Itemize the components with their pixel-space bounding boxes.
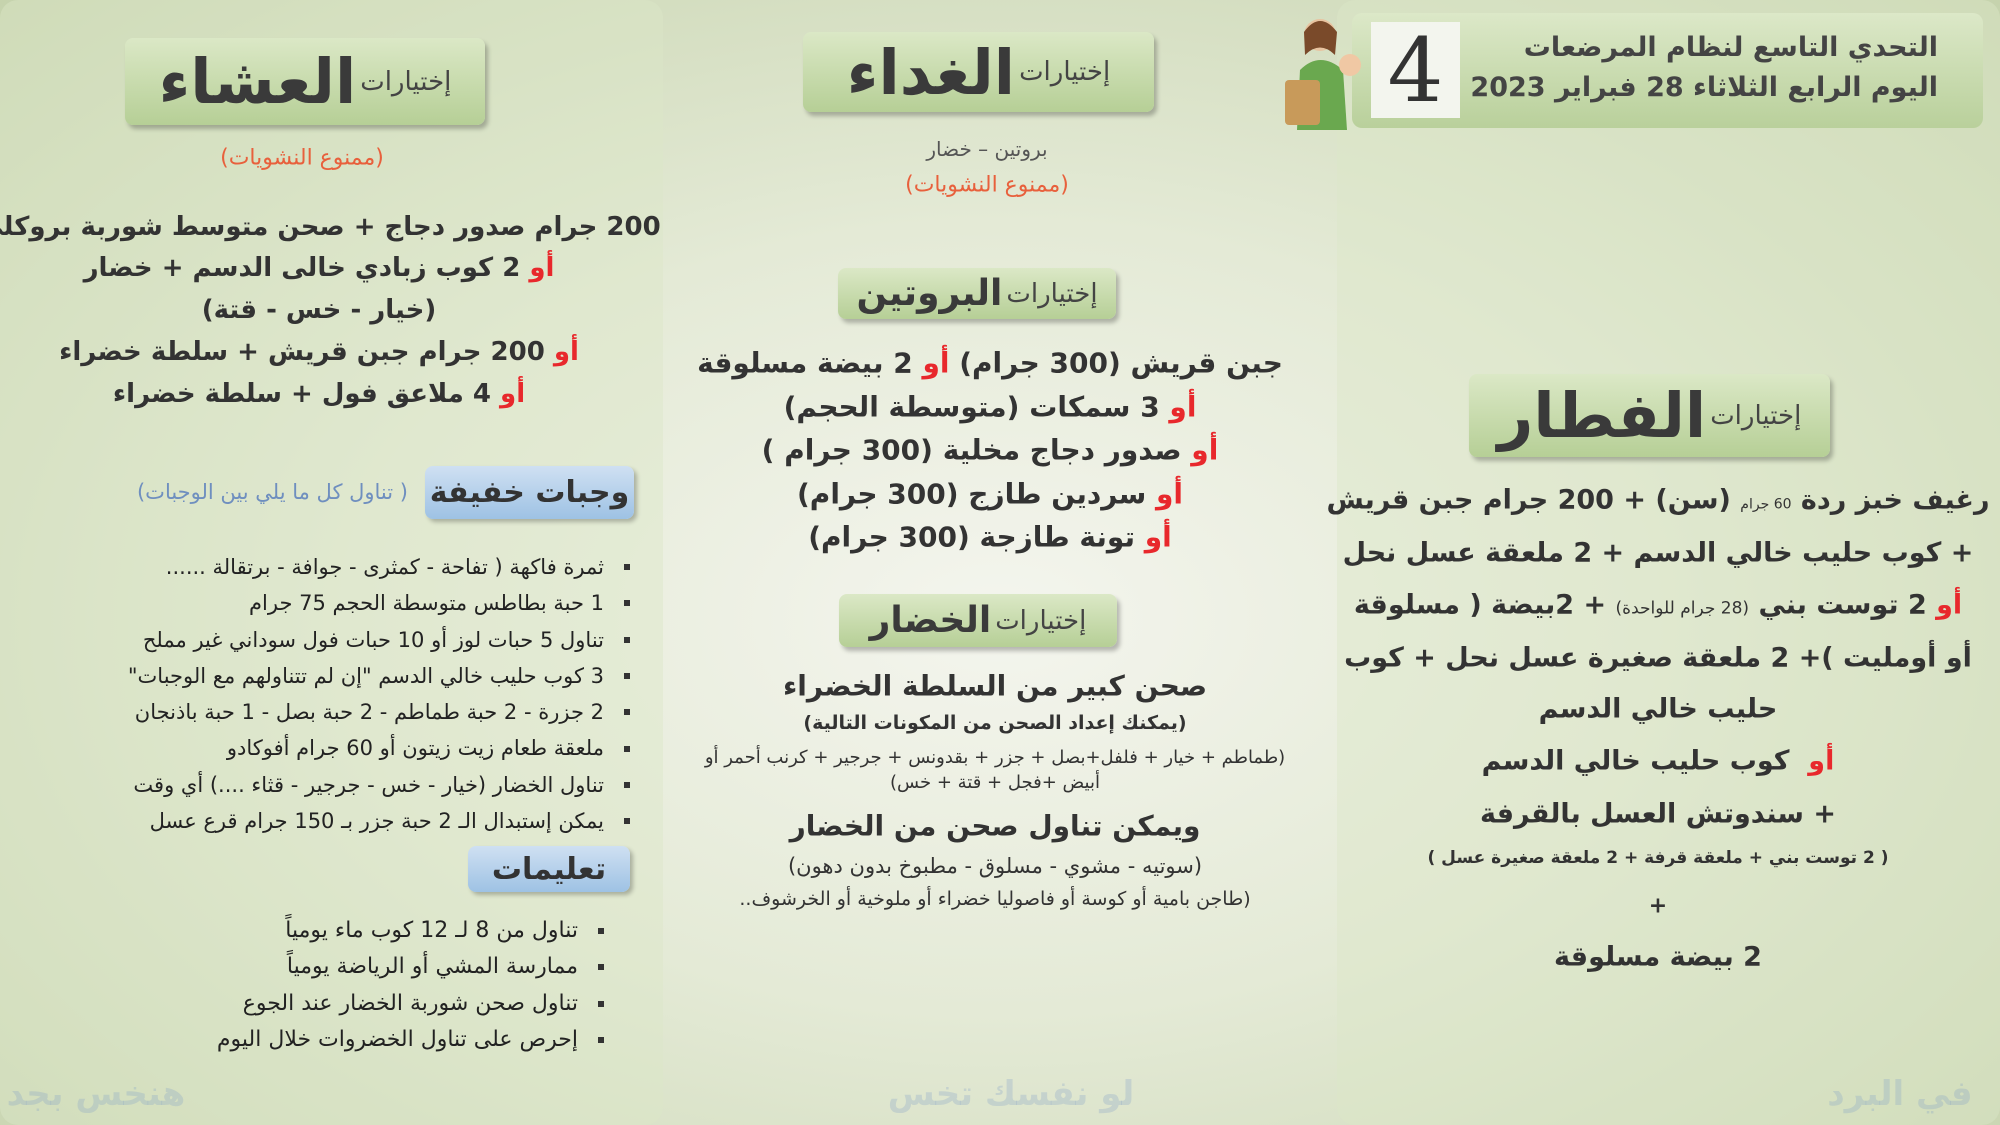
- note: 60 جرام: [1740, 496, 1792, 513]
- menu-line: 2 بيضة مسلوقة: [1554, 941, 1762, 973]
- dinner-title: إختيارات العشاء: [125, 38, 485, 125]
- or: أو: [1936, 589, 1963, 621]
- or: أو: [1191, 433, 1219, 467]
- mother-icon: [1285, 19, 1361, 130]
- menu-line: أو صدور دجاج مخلية (300 جرام ): [762, 434, 1219, 467]
- title-big: الخضار: [869, 600, 992, 641]
- text: 2 توست بني: [1758, 589, 1927, 621]
- text: رغيف خبز ردة: [1800, 484, 1990, 516]
- or: أو: [529, 253, 555, 283]
- list-item: تناول 5 حبات لوز أو 10 حبات فول سوداني غ…: [128, 622, 604, 658]
- watermark: هنخس بجد: [6, 1074, 186, 1114]
- subtitle: بروتين – خضار: [926, 137, 1048, 161]
- menu-line: جبن قريش (300 جرام) أو 2 بيضة مسلوقة: [697, 347, 1283, 380]
- text: 4 ملاعق فول + سلطة خضراء: [112, 379, 491, 409]
- list-item: 1 حبة بطاطس متوسطة الحجم 75 جرام: [128, 585, 604, 621]
- list-item: ثمرة فاكهة ( تفاحة - كمثرى - جوافة - برت…: [128, 549, 604, 585]
- list-item: تناول صحن شوربة الخضار عند الجوع: [217, 986, 578, 1022]
- list-item: يمكن إستبدال الـ 2 حبة جزر بـ 150 جرام ق…: [128, 803, 604, 839]
- or: أو: [553, 337, 579, 367]
- text: 2 كوب زبادي خالى الدسم + خضار: [83, 253, 521, 283]
- menu-line: (طاجن بامية أو كوسة أو فاصوليا خضراء أو …: [739, 888, 1251, 910]
- or: أو: [1169, 390, 1197, 424]
- menu-line: (خيار - خس - قتة): [201, 295, 437, 325]
- text: صدور دجاج مخلية (300 جرام ): [761, 433, 1182, 467]
- or: أو: [922, 346, 950, 380]
- list-item: تناول من 8 لـ 12 كوب ماء يومياً: [217, 913, 578, 949]
- menu-line: + سندوتش العسل بالقرفة: [1480, 798, 1836, 830]
- list-item: ملعقة طعام زيت زيتون أو 60 جرام أفوكادو: [128, 730, 604, 766]
- title-small: إختيارات: [360, 66, 452, 97]
- menu-line: ( 2 توست بني + ملعقة قرفة + 2 ملعقة صغير…: [1427, 848, 1889, 868]
- menu-line: أو 2 توست بني (28 جرام للواحدة) + 2بيضة …: [1354, 590, 1962, 621]
- snacks-title: وجبات خفيفة: [425, 466, 634, 519]
- or: أو: [1155, 477, 1183, 511]
- menu-line: أو سردين طازج (300 جرام): [797, 478, 1183, 511]
- menu-line: صحن كبير من السلطة الخضراء: [782, 669, 1208, 703]
- title-big: الغداء: [846, 35, 1016, 109]
- or: أو: [1144, 520, 1172, 554]
- title-small: إختيارات: [995, 605, 1087, 636]
- snacks-note: ( تناول كل ما يلي بين الوجبات): [136, 480, 408, 504]
- warning: (ممنوع النشويات): [220, 145, 384, 171]
- menu-line: أو كوب حليب خالي الدسم: [1482, 746, 1835, 777]
- header-line: التحدي التاسع لنظام المرضعات: [1523, 32, 1938, 63]
- menu-line: أو أومليت )+ 2 ملعقة صغيرة عسل نحل + كوب: [1344, 642, 1972, 674]
- menu-line: أو 4 ملاعق فول + سلطة خضراء: [113, 379, 525, 409]
- vegetables-title: إختيارات الخضار: [839, 594, 1117, 647]
- text: (سن) + 200 جرام جبن قريش: [1326, 484, 1731, 516]
- lunch-title: إختيارات الغداء: [803, 32, 1154, 112]
- menu-line: أو 3 سمكات (متوسطة الحجم): [784, 391, 1197, 424]
- title-small: إختيارات: [1006, 278, 1098, 309]
- text: + 2بيضة ( مسلوقة: [1353, 589, 1607, 621]
- list-item: إحرص على تناول الخضروات خلال اليوم: [217, 1022, 578, 1058]
- menu-line: 200 جرام صدور دجاج + صحن متوسط شوربة برو…: [0, 212, 661, 242]
- menu-line: (سوتيه - مشوي - مسلوق - مطبوخ بدون دهون): [787, 854, 1203, 878]
- title-big: الفطار: [1497, 379, 1707, 452]
- instructions-list: تناول من 8 لـ 12 كوب ماء يومياً ممارسة ال…: [217, 913, 608, 1058]
- menu-line: رغيف خبز ردة 60 جرام (سن) + 200 جرام جبن…: [1327, 485, 1990, 516]
- watermark: في البرد: [1827, 1074, 1973, 1114]
- text: 200 جرام جبن قريش + سلطة خضراء: [59, 337, 545, 367]
- watermark: لو نفسك تخس: [887, 1074, 1135, 1114]
- breakfast-title: إختيارات الفطار: [1469, 374, 1830, 457]
- snacks-list: ثمرة فاكهة ( تفاحة - كمثرى - جوافة - برت…: [128, 549, 634, 839]
- menu-line: أو تونة طازجة (300 جرام): [808, 521, 1172, 554]
- menu-line: +: [1648, 893, 1668, 919]
- menu-line: + كوب حليب خالي الدسم + 2 ملعقة عسل نحل: [1342, 537, 1974, 569]
- menu-line: (يمكنك إعداد الصحن من المكونات التالية): [803, 712, 1187, 734]
- title-big: البروتين: [856, 273, 1003, 314]
- list-item: 3 كوب حليب خالي الدسم "إن لم تتناولهم مع…: [128, 658, 604, 694]
- warning: (ممنوع النشويات): [905, 172, 1069, 198]
- list-item: ممارسة المشي أو الرياضة يومياً: [217, 949, 578, 985]
- breakfast-panel: [1337, 0, 2000, 1125]
- or: أو: [1808, 745, 1835, 777]
- text: جبن قريش (300 جرام): [959, 346, 1283, 380]
- title-small: إختيارات: [1019, 57, 1111, 87]
- menu-line: أو 200 جرام جبن قريش + سلطة خضراء: [59, 337, 579, 367]
- protein-title: إختيارات البروتين: [838, 268, 1116, 319]
- text: سردين طازج (300 جرام): [797, 477, 1147, 511]
- list-item: تناول الخضار (خيار - خس - جرجير - قثاء .…: [128, 767, 604, 803]
- menu-line: أو 2 كوب زبادي خالى الدسم + خضار: [84, 253, 555, 283]
- menu-line: (طماطم + خيار + فلفل+بصل + جزر + بقدونس …: [704, 747, 1286, 793]
- text: 2 بيضة مسلوقة: [697, 346, 913, 380]
- or: أو: [500, 379, 526, 409]
- note: (28 جرام للواحدة): [1615, 598, 1750, 619]
- instructions-title: تعليمات: [468, 846, 630, 892]
- text: 3 سمكات (متوسطة الحجم): [783, 390, 1160, 424]
- day-number: 4: [1371, 19, 1460, 122]
- title-big: العشاء: [158, 45, 357, 118]
- title-small: إختيارات: [1710, 400, 1802, 431]
- menu-line: حليب خالي الدسم: [1538, 693, 1778, 725]
- menu-line: ويمكن تناول صحن من الخضار: [789, 809, 1201, 843]
- header-line: اليوم الرابع الثلاثاء 28 فبراير 2023: [1470, 72, 1938, 103]
- text: تونة طازجة (300 جرام): [808, 520, 1135, 554]
- list-item: 2 جزرة - 2 حبة طماطم - 2 حبة بصل - 1 حبة…: [128, 694, 604, 730]
- text: كوب حليب خالي الدسم: [1481, 745, 1790, 777]
